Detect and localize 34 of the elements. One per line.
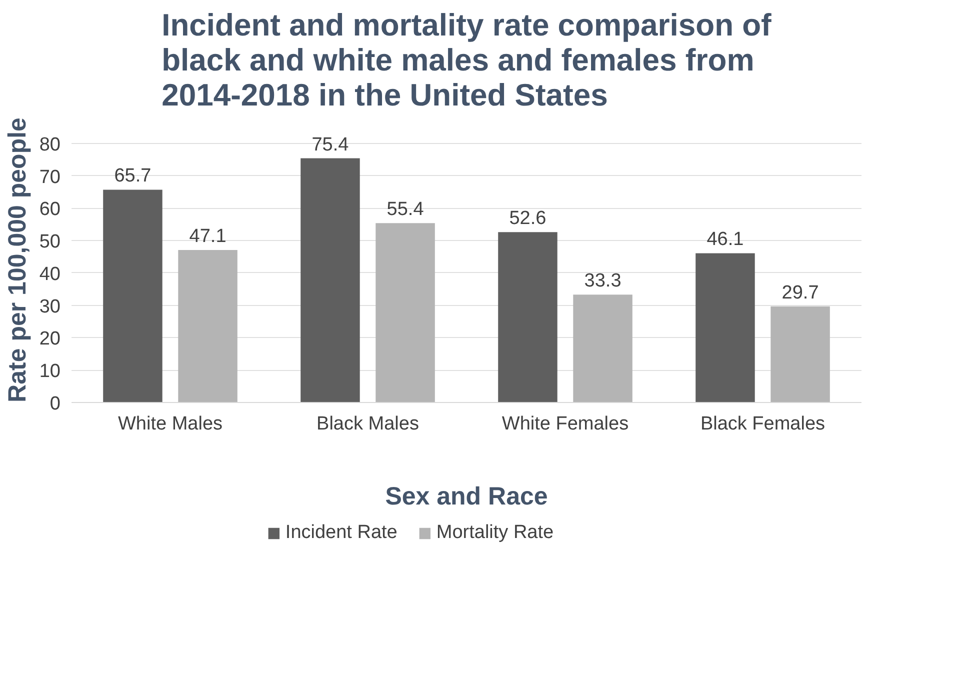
data-label: 33.3 bbox=[584, 270, 622, 292]
y-tick-label: 50 bbox=[39, 232, 61, 253]
x-axis-title: Sex and Race bbox=[385, 482, 548, 510]
y-axis-title: Rate per 100,000 people bbox=[3, 117, 32, 402]
bar bbox=[696, 253, 755, 402]
x-tick-label: White Males bbox=[118, 414, 223, 434]
bar bbox=[178, 250, 238, 402]
y-tick-label: 10 bbox=[39, 361, 61, 382]
y-tick-label: 30 bbox=[39, 296, 61, 318]
x-tick-label: Black Males bbox=[316, 414, 419, 434]
legend-label: Mortality Rate bbox=[436, 522, 554, 544]
y-tick-label: 0 bbox=[50, 394, 61, 414]
data-label: 47.1 bbox=[189, 226, 226, 247]
data-label: 46.1 bbox=[706, 229, 744, 250]
data-label: 75.4 bbox=[312, 134, 350, 156]
data-label: 55.4 bbox=[386, 199, 424, 220]
data-label: 65.7 bbox=[114, 166, 152, 187]
bar bbox=[103, 190, 162, 402]
bar bbox=[376, 223, 435, 402]
chart-title: Incident and mortality rate comparison of black and white males and females from 2014-2018 in the United States bbox=[162, 8, 772, 112]
data-label: 29.7 bbox=[782, 282, 819, 304]
y-tick-label: 80 bbox=[39, 134, 61, 156]
y-tick-label: 20 bbox=[39, 328, 61, 350]
y-tick-label: 60 bbox=[39, 199, 61, 220]
legend-label: Incident Rate bbox=[285, 522, 398, 544]
bar bbox=[573, 294, 632, 402]
bar bbox=[300, 158, 360, 402]
x-tick-label: Black Females bbox=[700, 414, 826, 434]
x-tick-label: White Females bbox=[502, 414, 629, 434]
data-label: 52.6 bbox=[509, 208, 546, 230]
bar bbox=[498, 232, 558, 402]
y-tick-label: 40 bbox=[39, 264, 61, 285]
bar bbox=[770, 306, 830, 402]
y-tick-label: 70 bbox=[39, 166, 61, 188]
